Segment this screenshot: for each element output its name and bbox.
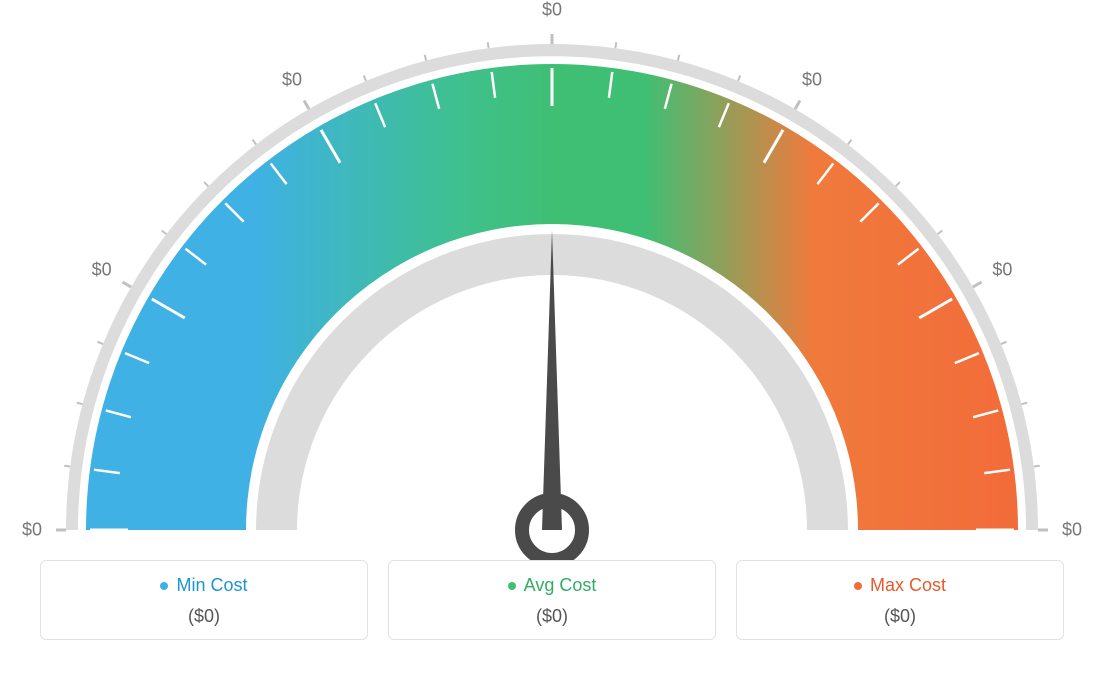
legend-label-text: Min Cost: [176, 575, 247, 596]
tick-rim-minor: [1034, 466, 1040, 467]
tick-label: $0: [542, 0, 562, 21]
dot-icon: [508, 582, 516, 590]
tick-rim-minor: [738, 75, 740, 81]
dot-icon: [854, 582, 862, 590]
tick-rim-minor: [938, 230, 943, 234]
tick-rim-minor: [896, 182, 900, 186]
tick-label: $0: [802, 69, 822, 90]
tick-label: $0: [22, 520, 42, 541]
tick-rim-minor: [425, 55, 427, 61]
legend-label-text: Max Cost: [870, 575, 946, 596]
tick-label: $0: [1062, 520, 1082, 541]
tick-rim-minor: [364, 75, 366, 81]
tick-label: $0: [992, 260, 1012, 281]
legend-label-avg: Avg Cost: [508, 575, 597, 596]
tick-rim-minor: [204, 182, 208, 186]
tick-rim-minor: [77, 403, 83, 405]
legend-label-max: Max Cost: [854, 575, 946, 596]
legend-card-max: Max Cost ($0): [736, 560, 1064, 640]
legend-value-min: ($0): [51, 606, 357, 627]
tick-rim-minor: [1001, 342, 1007, 344]
tick-label: $0: [92, 260, 112, 281]
gauge-svg: [0, 0, 1104, 560]
legend-value-avg: ($0): [399, 606, 705, 627]
tick-rim: [304, 100, 309, 109]
tick-rim-minor: [64, 466, 70, 467]
gauge-chart: $0 $0 $0 $0 $0 $0 $0: [0, 0, 1104, 560]
legend-label-min: Min Cost: [160, 575, 247, 596]
legend-label-text: Avg Cost: [524, 575, 597, 596]
tick-rim-minor: [97, 342, 103, 344]
legend-card-avg: Avg Cost ($0): [388, 560, 716, 640]
dot-icon: [160, 582, 168, 590]
tick-rim: [122, 282, 131, 287]
legend-row: Min Cost ($0) Avg Cost ($0) Max Cost ($0…: [0, 560, 1104, 640]
tick-rim-minor: [1021, 403, 1027, 405]
tick-label: $0: [282, 69, 302, 90]
tick-rim-minor: [252, 140, 256, 145]
tick-rim-minor: [615, 42, 616, 48]
legend-card-min: Min Cost ($0): [40, 560, 368, 640]
tick-rim: [795, 100, 800, 109]
legend-value-max: ($0): [747, 606, 1053, 627]
tick-rim-minor: [488, 42, 489, 48]
tick-rim-minor: [848, 140, 852, 145]
tick-rim-minor: [162, 230, 167, 234]
tick-rim: [973, 282, 982, 287]
tick-rim-minor: [678, 55, 680, 61]
